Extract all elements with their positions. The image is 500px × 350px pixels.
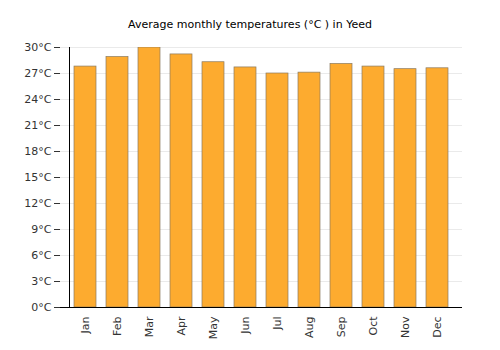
svg-text:Dec: Dec bbox=[431, 317, 444, 338]
svg-text:Mar: Mar bbox=[143, 316, 156, 337]
svg-text:6°C: 6°C bbox=[31, 249, 51, 262]
svg-text:18°C: 18°C bbox=[24, 145, 51, 158]
svg-text:12°C: 12°C bbox=[24, 197, 51, 210]
svg-text:Apr: Apr bbox=[175, 316, 188, 336]
svg-text:Feb: Feb bbox=[111, 316, 124, 335]
svg-text:30°C: 30°C bbox=[24, 41, 51, 54]
svg-text:Jan: Jan bbox=[79, 316, 92, 334]
svg-text:0°C: 0°C bbox=[31, 301, 51, 314]
svg-text:24°C: 24°C bbox=[24, 93, 51, 106]
svg-text:May: May bbox=[207, 316, 220, 339]
svg-text:27°C: 27°C bbox=[24, 67, 51, 80]
svg-text:9°C: 9°C bbox=[31, 223, 51, 236]
svg-text:Jul: Jul bbox=[271, 317, 284, 331]
svg-text:21°C: 21°C bbox=[24, 119, 51, 132]
svg-text:3°C: 3°C bbox=[31, 275, 51, 288]
svg-text:Nov: Nov bbox=[399, 316, 412, 338]
svg-text:Sep: Sep bbox=[335, 316, 348, 337]
svg-text:Oct: Oct bbox=[367, 316, 380, 336]
svg-text:Aug: Aug bbox=[303, 317, 316, 338]
svg-text:Jun: Jun bbox=[239, 316, 252, 334]
html-text:Average monthly temperatures (: Average monthly temperatures (°C ) in Ye… bbox=[128, 18, 372, 31]
svg-text:15°C: 15°C bbox=[24, 171, 51, 184]
